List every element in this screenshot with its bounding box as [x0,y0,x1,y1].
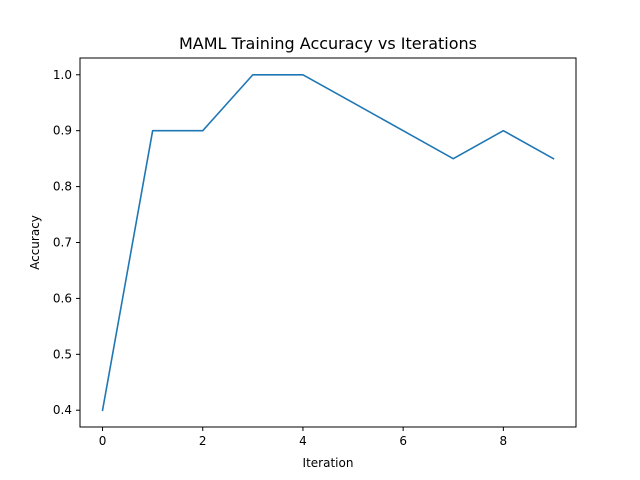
x-axis: 0 2 4 6 8 [99,427,507,448]
x-tick-label: 0 [99,434,107,448]
plot-area [80,58,576,427]
series-line [101,73,555,412]
series-layer [101,73,555,412]
y-axis-label: Accuracy [28,215,42,270]
x-tick-label: 2 [199,434,207,448]
y-tick-label: 0.4 [53,403,72,417]
x-tick-label: 6 [399,434,407,448]
y-tick-label: 0.9 [53,124,72,138]
y-tick-label: 0.5 [53,347,72,361]
y-tick-label: 0.6 [53,291,72,305]
x-tick-label: 8 [500,434,508,448]
y-tick-label: 0.8 [53,180,72,194]
y-tick-label: 0.7 [53,236,72,250]
x-tick-label: 4 [299,434,307,448]
chart-title: MAML Training Accuracy vs Iterations [179,34,477,53]
x-axis-label: Iteration [303,456,354,470]
y-tick-label: 1.0 [53,68,72,82]
plot-frame [79,57,577,428]
y-axis: 0.4 0.5 0.6 0.7 0.8 0.9 1.0 [53,68,80,417]
